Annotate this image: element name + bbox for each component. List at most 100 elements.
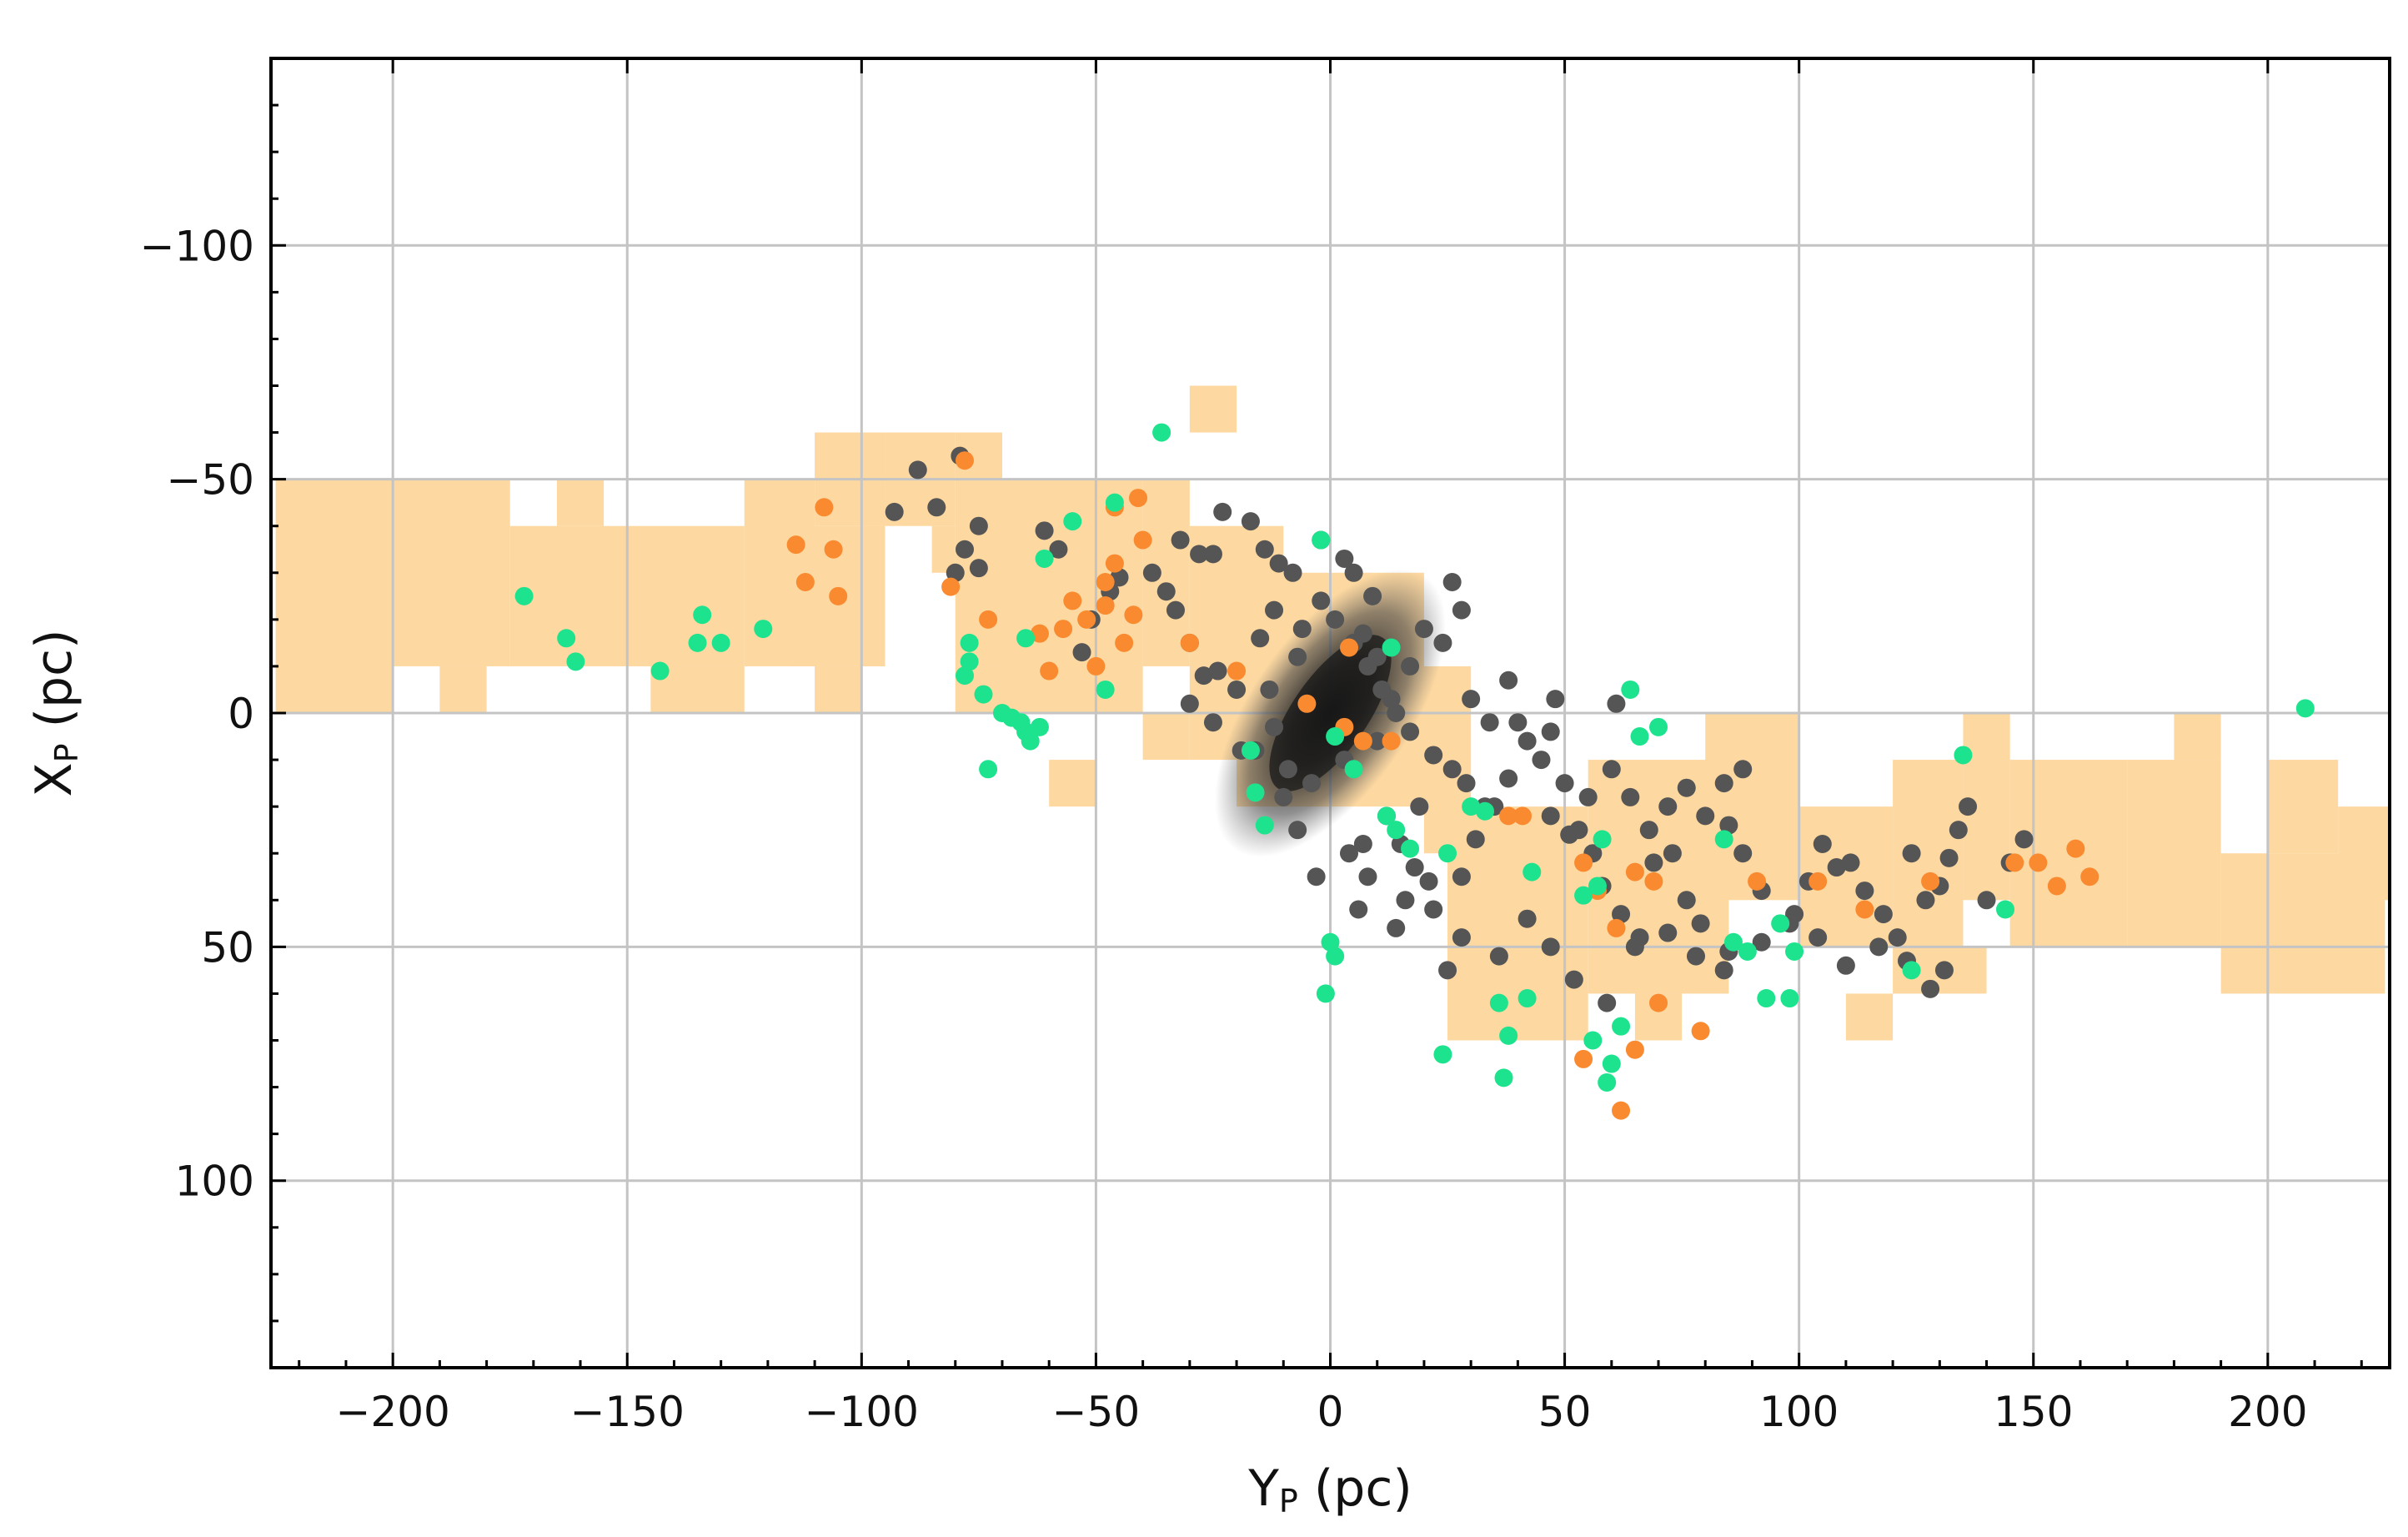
dark_members-point xyxy=(1283,563,1302,582)
green_members-point xyxy=(1723,932,1743,952)
orange_members-point xyxy=(1339,638,1358,657)
orange_members-point xyxy=(824,540,843,559)
dark_members-point xyxy=(1363,586,1382,605)
region-cell xyxy=(556,479,605,526)
region-cell xyxy=(815,666,862,713)
orange_members-point xyxy=(1030,624,1049,643)
x-axis-label: YP (pc) xyxy=(1247,1459,1412,1519)
orange_members-point xyxy=(1105,554,1124,573)
dark_members-point xyxy=(1607,694,1626,713)
orange_members-point xyxy=(2066,839,2085,858)
dark_members-point xyxy=(1949,821,1968,840)
dark_members-point xyxy=(1518,731,1537,751)
green_members-point xyxy=(960,633,979,652)
green_members-point xyxy=(1602,1054,1621,1073)
dark_members-point xyxy=(1166,600,1185,620)
orange_members-point xyxy=(1096,596,1115,615)
green_members-point xyxy=(1326,947,1345,966)
orange_members-point xyxy=(1129,489,1148,508)
x-tick-label: −200 xyxy=(335,1388,449,1436)
orange_members-point xyxy=(1115,633,1134,652)
y-tick-label: 0 xyxy=(228,690,254,738)
dark_members-point xyxy=(1686,947,1705,966)
orange_members-point xyxy=(1297,694,1317,713)
green_members-point xyxy=(688,633,707,652)
x-tick-labels: −200 −150 −100 −50 0 50 100 150 200 xyxy=(335,1388,2307,1436)
green_members-point xyxy=(1476,801,1495,821)
green_members-point xyxy=(1401,839,1420,858)
green_members-point xyxy=(1316,984,1335,1003)
y-axis-label-main: X xyxy=(25,762,83,796)
orange_members-point xyxy=(1227,661,1247,681)
orange_members-point xyxy=(1133,530,1152,550)
green_members-point xyxy=(1387,821,1406,840)
orange_members-point xyxy=(1353,731,1372,751)
dark_members-point xyxy=(1658,797,1678,816)
dark_members-point xyxy=(908,460,927,480)
green_members-point xyxy=(1255,816,1274,835)
dark_members-point xyxy=(1307,867,1326,887)
green_members-point xyxy=(754,620,773,639)
orange_members-point xyxy=(1499,806,1518,826)
dark_members-point xyxy=(1353,835,1372,853)
orange_members-point xyxy=(1625,862,1644,882)
green_members-point xyxy=(1518,989,1537,1008)
dark_members-point xyxy=(1621,787,1640,806)
dark_members-point xyxy=(1156,582,1176,601)
dark_members-point xyxy=(1288,647,1307,666)
green_members-point xyxy=(514,586,534,605)
dark_members-point xyxy=(1288,821,1307,840)
dark_members-point xyxy=(1326,610,1345,629)
x-axis-label-main: Y xyxy=(1247,1459,1279,1518)
dark_members-point xyxy=(1902,844,1921,863)
x-tick-label: 100 xyxy=(1759,1388,1839,1436)
dark_members-point xyxy=(1508,713,1528,732)
green_members-point xyxy=(1598,1072,1617,1092)
orange_members-point xyxy=(1649,993,1668,1012)
dark_members-point xyxy=(1733,760,1753,779)
dark_members-point xyxy=(1916,891,1935,910)
green_members-point xyxy=(1996,900,2015,919)
green_members-point xyxy=(1738,942,1757,961)
dark_members-point xyxy=(1414,620,1433,639)
dark_members-point xyxy=(1396,891,1415,910)
green_members-point xyxy=(1377,806,1396,826)
dark_members-point xyxy=(1813,835,1832,853)
y-axis-label: XP (pc) xyxy=(25,630,85,797)
plot-area xyxy=(271,58,2390,1368)
dark_members-point xyxy=(1424,900,1443,919)
orange_members-point xyxy=(2047,876,2066,896)
region-cell xyxy=(393,479,510,666)
dark_members-point xyxy=(1203,713,1222,732)
dark_members-point xyxy=(1171,530,1190,550)
green_members-point xyxy=(974,685,993,704)
dark_members-point xyxy=(1809,928,1828,947)
dark_members-point xyxy=(1302,774,1322,793)
dark_members-point xyxy=(1278,760,1297,779)
dark_members-point xyxy=(1480,713,1499,732)
dark_members-point xyxy=(1457,774,1476,793)
dark_members-point xyxy=(1625,937,1644,957)
dark_members-point xyxy=(1541,806,1560,826)
green_members-point xyxy=(1344,760,1363,779)
dark_members-point xyxy=(1499,671,1518,690)
green_members-point xyxy=(1771,914,1790,933)
dark_members-point xyxy=(1462,690,1481,709)
green_members-point xyxy=(693,605,712,625)
core-density-inner xyxy=(1269,635,1392,791)
orange_members-point xyxy=(1054,620,1073,639)
green_members-point xyxy=(566,652,585,671)
green_members-point xyxy=(1593,830,1612,849)
y-tick-label: −100 xyxy=(140,222,254,270)
dark_members-point xyxy=(1499,769,1518,788)
dark_members-point xyxy=(969,559,988,578)
green_members-point xyxy=(1063,512,1082,531)
region-cell xyxy=(1049,760,1096,807)
dark_members-point xyxy=(1939,848,1959,867)
y-tick-labels: −100 −50 0 50 100 xyxy=(140,222,254,1205)
green_members-point xyxy=(1630,727,1649,746)
orange_members-point xyxy=(979,610,998,629)
dark_members-point xyxy=(1855,882,1874,901)
orange_members-point xyxy=(1077,610,1096,629)
orange_members-point xyxy=(1691,1022,1710,1041)
